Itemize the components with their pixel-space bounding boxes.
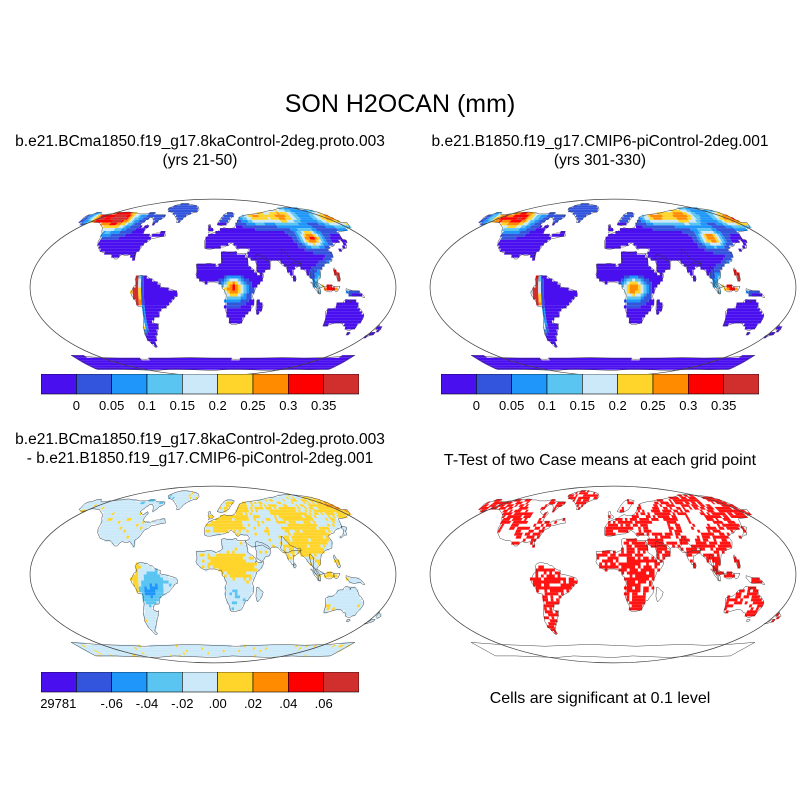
svg-text:0.3: 0.3 [279,398,297,413]
svg-text:0: 0 [73,398,80,413]
svg-text:0: 0 [473,398,480,413]
svg-text:-.02: -.02 [171,696,193,711]
svg-text:.02: .02 [244,696,262,711]
svg-text:0.25: 0.25 [240,398,265,413]
svg-text:0.05: 0.05 [499,398,524,413]
svg-text:.00: .00 [209,696,227,711]
svg-text:0.3: 0.3 [679,398,697,413]
svg-text:0.05: 0.05 [99,398,124,413]
svg-text:0.35: 0.35 [311,398,336,413]
svg-text:0.2: 0.2 [609,398,627,413]
svg-text:.06: .06 [315,696,333,711]
svg-text:0.15: 0.15 [170,398,195,413]
svg-text:0.2: 0.2 [209,398,227,413]
svg-text:0.15: 0.15 [570,398,595,413]
svg-text:-.29781: -.29781 [41,696,76,711]
svg-text:-.04: -.04 [136,696,158,711]
svg-text:0.1: 0.1 [138,398,156,413]
svg-text:.04: .04 [279,696,297,711]
svg-text:0.25: 0.25 [640,398,665,413]
svg-text:-.06: -.06 [100,696,122,711]
svg-text:0.1: 0.1 [538,398,556,413]
svg-text:0.35: 0.35 [711,398,736,413]
